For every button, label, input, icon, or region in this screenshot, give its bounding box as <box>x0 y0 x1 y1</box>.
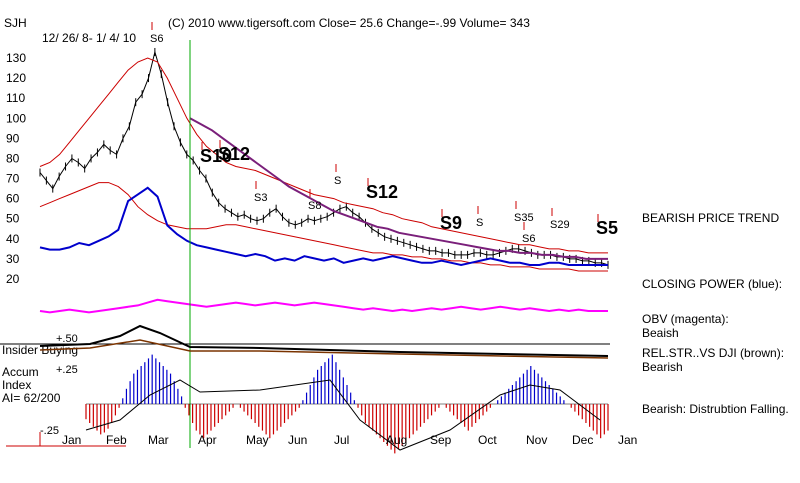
right-label-line: Bearish <box>642 360 683 374</box>
bottom-left-bracket <box>6 432 126 447</box>
right-label-line: Beaish <box>642 326 679 340</box>
signal-label: S6 <box>522 233 535 245</box>
y-tick-label: 20 <box>6 272 20 286</box>
y-tick-label: 100 <box>6 111 26 125</box>
accum-tick-top: +.25 <box>56 364 78 376</box>
y-tick-label: 40 <box>6 232 20 246</box>
right-label-line: CLOSING POWER (blue): <box>642 277 782 291</box>
right-label-line: Bearish: Distrubtion Falling. <box>642 402 789 416</box>
signal-label: S12 <box>218 144 250 164</box>
y-axis-ticks: 130 120 110 100 90 80 70 60 50 40 30 20 <box>6 51 26 286</box>
month-label: Jan <box>618 433 637 447</box>
right-labels: BEARISH PRICE TREND CLOSING POWER (blue):… <box>642 211 789 416</box>
right-label: Bearish: Distrubtion Falling. <box>642 402 789 416</box>
y-tick-label: 30 <box>6 252 20 266</box>
series-line-OBV <box>39 298 608 314</box>
signal-label: S29 <box>550 219 570 231</box>
month-label: Jun <box>288 433 307 447</box>
signal-label: S5 <box>596 218 618 238</box>
right-label: REL.STR..VS DJI (brown): Bearish <box>642 346 784 374</box>
right-label-line: BEARISH PRICE TREND <box>642 211 779 225</box>
series-line-price <box>39 50 609 266</box>
signal-label: S <box>334 175 341 187</box>
y-tick-label: 60 <box>6 192 20 206</box>
insider-scale: +.50 <box>56 333 78 345</box>
signal-label: S6 <box>150 33 163 45</box>
accum-label-line: Index <box>2 378 31 392</box>
signal-label: S3 <box>254 192 267 204</box>
header-label: (C) 2010 www.tigersoft.com Close= 25.6 C… <box>168 16 530 30</box>
month-label: Mar <box>148 433 169 447</box>
y-tick-label: 130 <box>6 51 26 65</box>
series-line-upper-band <box>39 57 608 254</box>
series-line-lower-band <box>39 182 608 272</box>
month-label: Aug <box>386 433 407 447</box>
right-label: CLOSING POWER (blue): <box>642 277 782 291</box>
y-tick-label: 70 <box>6 172 20 186</box>
accum-label-line: AI= 62/200 <box>2 391 61 405</box>
price-series <box>39 47 609 314</box>
signal-label: S10 <box>200 146 232 166</box>
y-tick-label: 50 <box>6 212 20 226</box>
month-label: Oct <box>478 433 497 447</box>
month-label: Jul <box>334 433 349 447</box>
month-label: Feb <box>106 433 127 447</box>
month-label: Sep <box>430 433 452 447</box>
y-tick-label: 80 <box>6 151 20 165</box>
series-line-closing-power <box>39 186 608 267</box>
month-label: Jan <box>62 433 81 447</box>
series-line-moving-average <box>189 117 608 260</box>
signal-label: S35 <box>514 212 534 224</box>
signal-label: S8 <box>308 200 321 212</box>
right-label-line: OBV (magenta): <box>642 312 729 326</box>
y-tick-label: 110 <box>6 91 25 105</box>
right-label: OBV (magenta): Beaish <box>642 312 729 340</box>
x-axis-months: Jan Feb Mar Apr May Jun Jul Aug Sep Oct Nov Dec Jan <box>62 433 637 447</box>
month-label: Apr <box>198 433 217 447</box>
accum-label-line: Accum <box>2 365 39 379</box>
accum-index-label: Accum Index AI= 62/200 <box>2 365 61 405</box>
accum-bars <box>85 354 609 454</box>
month-label: Dec <box>572 433 593 447</box>
signal-label: S12 <box>366 182 398 202</box>
y-tick-label: 90 <box>6 131 20 145</box>
accum-avg-line <box>85 379 601 451</box>
right-label-line: REL.STR..VS DJI (brown): <box>642 346 784 360</box>
ticker-label: SJH <box>4 16 27 30</box>
y-tick-label: 120 <box>6 71 26 85</box>
accum-tick-bottom: -.25 <box>40 425 59 437</box>
right-label: BEARISH PRICE TREND <box>642 211 779 225</box>
month-label: Nov <box>526 433 547 447</box>
rel-strength-line <box>39 339 609 359</box>
date-range-label: 12/ 26/ 8- 1/ 4/ 10 <box>42 31 136 45</box>
insider-line <box>39 324 609 357</box>
signal-label: S <box>476 217 483 229</box>
month-label: May <box>246 433 269 447</box>
signal-label: S9 <box>440 213 462 233</box>
